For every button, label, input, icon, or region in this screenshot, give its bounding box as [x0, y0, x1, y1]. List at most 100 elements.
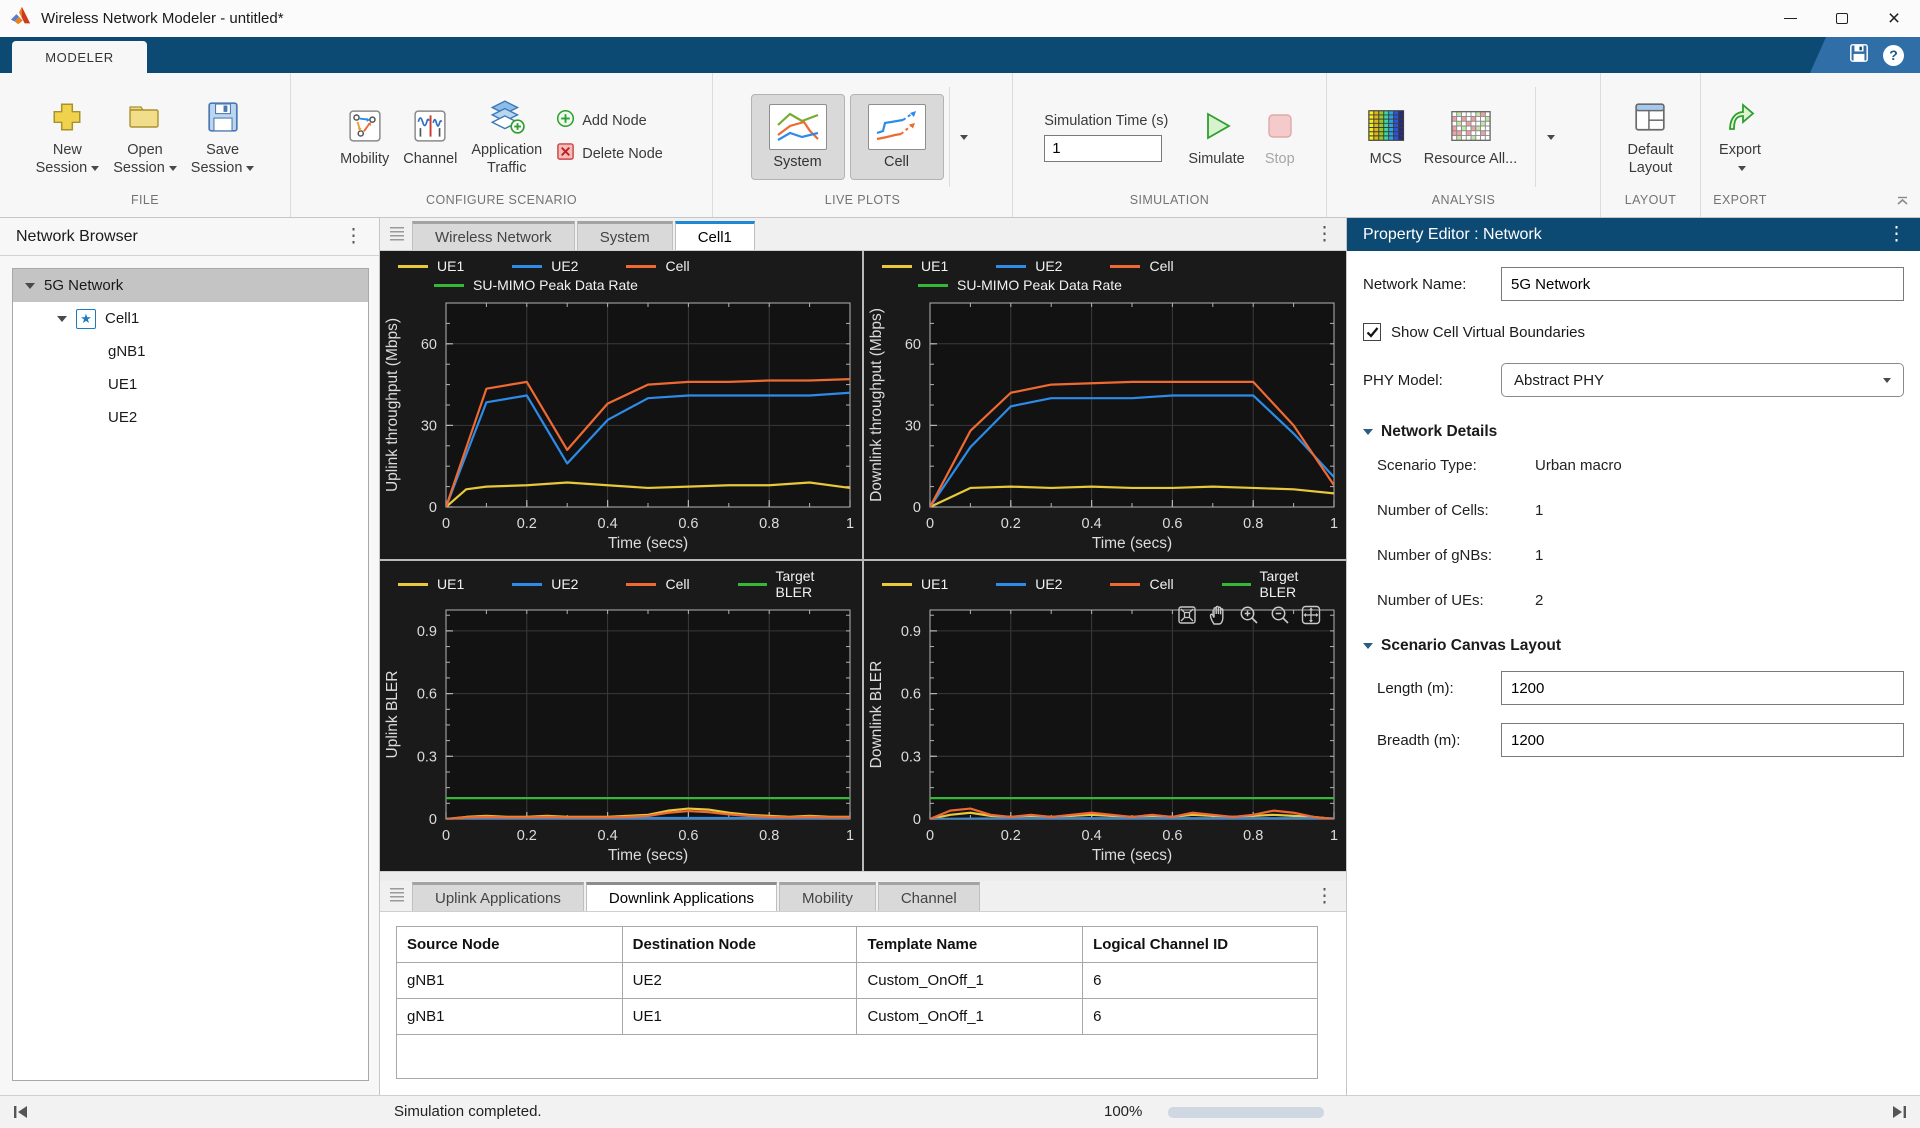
legend-item: Target BLER	[738, 568, 852, 600]
breadth-input[interactable]	[1501, 723, 1904, 757]
channel-button[interactable]: Channel	[403, 106, 457, 168]
legend-swatch	[512, 265, 542, 268]
legend-swatch	[1110, 583, 1140, 586]
tree-item-ue2[interactable]: UE2	[13, 401, 368, 434]
add-node-button[interactable]: Add Node	[556, 109, 647, 132]
live-plots-dropdown[interactable]	[949, 87, 975, 187]
simulate-button[interactable]: Simulate	[1188, 106, 1244, 168]
simulation-time-input[interactable]	[1044, 135, 1162, 162]
legend-item: Target BLER	[1222, 568, 1336, 600]
add-node-icon	[556, 109, 575, 132]
property-editor-menu-icon[interactable]: ⋮	[1883, 225, 1910, 244]
svg-text:0.2: 0.2	[517, 828, 537, 844]
drag-grip-icon[interactable]	[390, 227, 404, 242]
titlebar: Wireless Network Modeler - untitled* ×	[0, 0, 1920, 37]
delete-node-icon	[556, 142, 575, 165]
table-row[interactable]: gNB1 UE2 Custom_OnOff_1 6	[397, 963, 1318, 999]
legend-label: UE1	[921, 576, 948, 592]
tree-expand-icon[interactable]	[25, 283, 35, 289]
maximize-button[interactable]	[1816, 0, 1868, 37]
legend: UE1UE2CellSU-MIMO Peak Data Rate	[380, 251, 862, 295]
scenario-canvas-layout-header[interactable]: Scenario Canvas Layout	[1363, 637, 1904, 655]
window-title: Wireless Network Modeler - untitled*	[41, 10, 284, 27]
svg-text:Time (secs): Time (secs)	[1092, 847, 1172, 864]
tree-expand-icon[interactable]	[57, 316, 67, 322]
ribbon-section-configure: Mobility Channel ApplicationTraffic	[291, 73, 713, 217]
svg-text:0.8: 0.8	[759, 828, 779, 844]
table-row[interactable]: gNB1 UE1 Custom_OnOff_1 6	[397, 999, 1318, 1035]
svg-text:0.8: 0.8	[1243, 516, 1263, 532]
tab-wireless-network[interactable]: Wireless Network	[412, 221, 575, 250]
legend-label: Cell	[665, 258, 689, 274]
checkbox-checked-icon[interactable]	[1363, 323, 1381, 341]
open-session-button[interactable]: OpenSession	[113, 97, 177, 177]
tab-system[interactable]: System	[577, 221, 673, 250]
network-browser-menu-icon[interactable]: ⋮	[340, 227, 367, 246]
length-input[interactable]	[1501, 671, 1904, 705]
new-session-button[interactable]: NewSession	[36, 97, 100, 177]
zoom-in-icon[interactable]	[1235, 601, 1262, 628]
save-session-button[interactable]: SaveSession	[191, 97, 255, 177]
panel-splitter[interactable]	[380, 871, 1346, 881]
tree-item-ue1[interactable]: UE1	[13, 368, 368, 401]
chevron-down-icon	[1883, 378, 1891, 383]
tab-channel[interactable]: Channel	[878, 882, 980, 911]
svg-text:0.9: 0.9	[417, 624, 437, 640]
network-name-input[interactable]	[1501, 267, 1904, 301]
tab-mobility[interactable]: Mobility	[779, 882, 876, 911]
legend-label: UE2	[551, 258, 578, 274]
applications-menu-icon[interactable]: ⋮	[1311, 887, 1338, 906]
drag-grip-icon[interactable]	[390, 888, 404, 903]
legend-item: Cell	[1110, 258, 1173, 274]
tab-cell1[interactable]: Cell1	[675, 221, 755, 250]
tab-downlink-applications[interactable]: Downlink Applications	[586, 882, 777, 911]
stop-button[interactable]: Stop	[1265, 106, 1295, 168]
tree-item-5g-network[interactable]: 5G Network	[13, 269, 368, 302]
application-traffic-icon	[488, 97, 526, 137]
zoom-out-icon[interactable]	[1266, 601, 1293, 628]
help-icon[interactable]: ?	[1883, 45, 1904, 66]
svg-text:0.6: 0.6	[417, 687, 437, 703]
application-traffic-button[interactable]: ApplicationTraffic	[471, 97, 542, 177]
show-boundaries-checkbox-row[interactable]: Show Cell Virtual Boundaries	[1363, 323, 1904, 341]
minimize-button[interactable]	[1764, 0, 1816, 37]
document-menu-icon[interactable]: ⋮	[1311, 225, 1338, 244]
svg-text:Time (secs): Time (secs)	[1092, 535, 1172, 552]
svg-text:0: 0	[913, 812, 921, 828]
live-plots-grid: UE1UE2CellSU-MIMO Peak Data Rate 00.20.4…	[380, 251, 1346, 871]
collapse-ribbon-icon[interactable]	[1895, 196, 1910, 211]
svg-text:0.8: 0.8	[759, 516, 779, 532]
legend-item: SU-MIMO Peak Data Rate	[918, 277, 1122, 293]
tree-item-gnb1[interactable]: gNB1	[13, 335, 368, 368]
svg-text:0.4: 0.4	[1082, 516, 1102, 532]
export-button[interactable]: Export	[1719, 97, 1761, 177]
chart-svg: 00.20.40.60.8100.30.60.9Time (secs)Downl…	[864, 602, 1346, 871]
phy-model-dropdown[interactable]: Abstract PHY	[1501, 363, 1904, 397]
close-button[interactable]: ×	[1868, 0, 1920, 37]
col-template-name: Template Name	[857, 927, 1083, 963]
restore-view-icon[interactable]	[1173, 601, 1200, 628]
collapse-left-panel-icon[interactable]	[12, 1104, 30, 1125]
save-session-icon	[206, 97, 240, 137]
save-icon[interactable]	[1849, 43, 1869, 68]
cell-plot-toggle[interactable]: Cell	[850, 94, 944, 180]
delete-node-button[interactable]: Delete Node	[556, 142, 663, 165]
tab-modeler[interactable]: MODELER	[12, 41, 147, 73]
tab-uplink-applications[interactable]: Uplink Applications	[412, 882, 584, 911]
downlink-bler-chart: UE1UE2CellTarget BLER 00.20.40.60.8100.3…	[864, 561, 1346, 871]
resource-allocation-button[interactable]: Resource All...	[1424, 106, 1518, 168]
mobility-button[interactable]: Mobility	[340, 106, 389, 168]
new-session-icon	[50, 97, 84, 137]
legend-swatch	[626, 265, 656, 268]
tree-item-cell1[interactable]: ★ Cell1	[13, 302, 368, 335]
mcs-button[interactable]: MCS	[1366, 106, 1406, 168]
analysis-dropdown[interactable]	[1535, 87, 1561, 187]
system-plot-toggle[interactable]: System	[751, 94, 845, 180]
default-layout-button[interactable]: DefaultLayout	[1628, 97, 1674, 177]
collapse-right-panel-icon[interactable]	[1890, 1104, 1908, 1125]
network-details-header[interactable]: Network Details	[1363, 423, 1904, 441]
expand-icon[interactable]	[1297, 601, 1324, 628]
legend-row: UE1UE2Cell	[398, 258, 852, 274]
pan-icon[interactable]	[1204, 601, 1231, 628]
system-plot-icon	[769, 104, 827, 150]
